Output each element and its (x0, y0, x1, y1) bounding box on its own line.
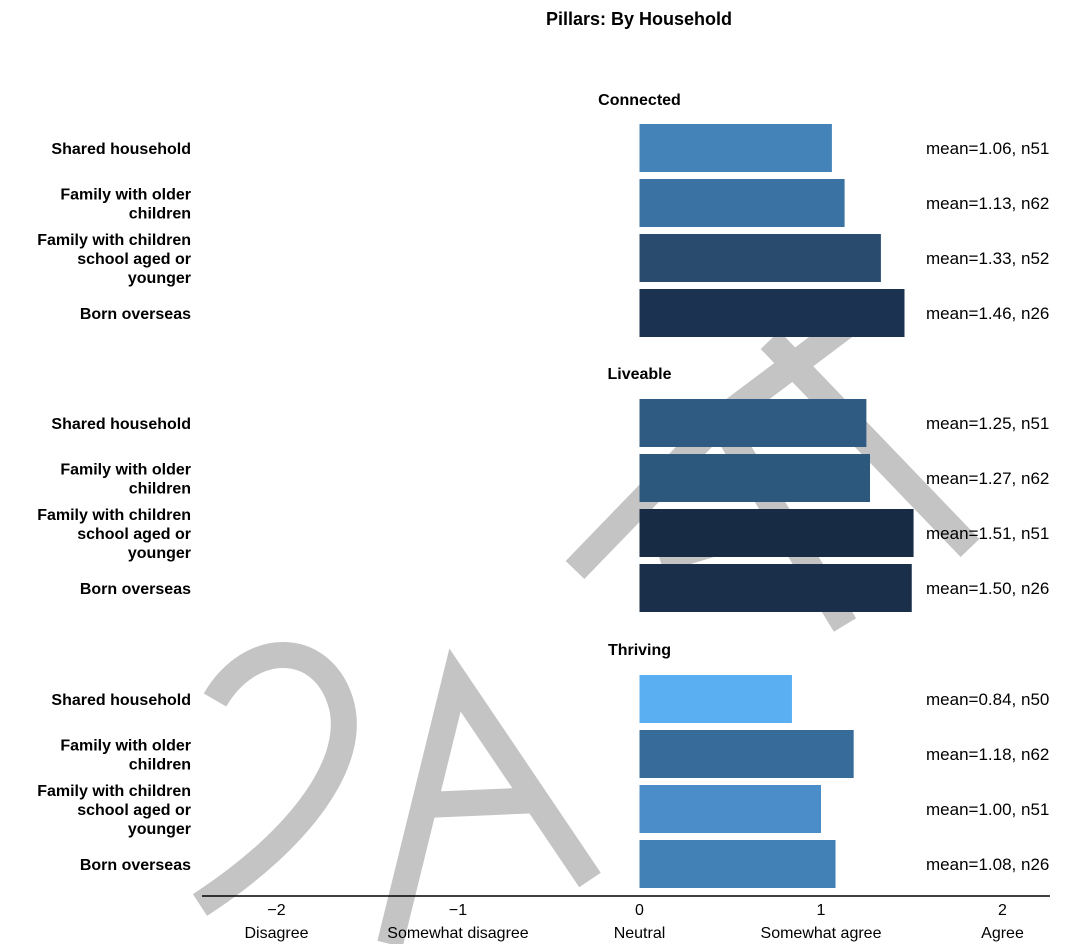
draft-watermark-stroke (192, 642, 357, 916)
data-label: mean=1.00, n51 (926, 800, 1049, 819)
category-label-line: Shared household (51, 416, 191, 433)
category-label-line: Family with older (60, 187, 191, 204)
x-tick-label: Neutral (614, 925, 666, 942)
category-label-line: children (129, 757, 191, 774)
bar (639, 124, 832, 172)
data-label: mean=0.84, n50 (926, 690, 1049, 709)
category-label-line: Born overseas (80, 306, 191, 323)
bar (639, 234, 881, 282)
group-title: Liveable (607, 366, 671, 383)
category-label: Family with children school aged or younge… (37, 507, 191, 562)
data-label: mean=1.46, n26 (926, 304, 1049, 323)
category-label-line: Family with older (60, 462, 191, 479)
x-tick-value: 2 (998, 902, 1007, 919)
data-label: mean=1.06, n51 (926, 139, 1049, 158)
category-label: Family with older children (60, 187, 191, 223)
category-label-line: Born overseas (80, 857, 191, 874)
data-label: mean=1.50, n26 (926, 579, 1049, 598)
x-tick-value: 1 (817, 902, 826, 919)
category-label-line: school aged or (77, 802, 191, 819)
category-label-line: Family with children (37, 232, 191, 249)
x-tick-value: −2 (267, 902, 285, 919)
x-axis: −2 Disagree −1 Somewhat disagree 0 Neutral 1 So… (202, 895, 1050, 942)
draft-watermark-stroke (760, 330, 980, 558)
bar-group-liveable: Liveable Shared household mean=1.25, n51 Fa… (37, 366, 1049, 612)
bar (639, 399, 867, 447)
bar (639, 289, 905, 337)
category-label: Family with older children (60, 738, 191, 774)
draft-watermark-stroke (424, 787, 541, 818)
category-label: Born overseas (80, 581, 191, 598)
category-label-line: children (129, 481, 191, 498)
x-tick-label: Somewhat agree (761, 925, 882, 942)
category-label: Born overseas (80, 857, 191, 874)
category-label-line: Family with older (60, 738, 191, 755)
data-label: mean=1.25, n51 (926, 414, 1049, 433)
bar (639, 509, 914, 557)
category-label-line: Shared household (51, 692, 191, 709)
category-label: Family with children school aged or younge… (37, 232, 191, 287)
category-label-line: Shared household (51, 141, 191, 158)
data-label: mean=1.18, n62 (926, 745, 1049, 764)
x-tick-label: Somewhat disagree (387, 925, 529, 942)
category-label-line: children (129, 206, 191, 223)
category-label: Shared household (51, 692, 191, 709)
data-label: mean=1.51, n51 (926, 524, 1049, 543)
category-label: Family with older children (60, 462, 191, 498)
data-label: mean=1.13, n62 (926, 194, 1049, 213)
group-title: Thriving (608, 642, 671, 659)
chart-title: Pillars: By Household (546, 9, 732, 29)
bar-group-connected: Connected Shared household mean=1.06, n51 F… (37, 92, 1049, 337)
category-label: Family with children school aged or younge… (37, 783, 191, 838)
category-label-line: younger (128, 821, 191, 838)
x-tick-label: Disagree (244, 925, 308, 942)
bar (639, 675, 792, 723)
draft-watermark (192, 289, 980, 948)
x-tick-label: Agree (981, 925, 1024, 942)
category-label: Shared household (51, 141, 191, 158)
data-label: mean=1.27, n62 (926, 469, 1049, 488)
data-label: mean=1.33, n52 (926, 249, 1049, 268)
category-label-line: Family with children (37, 783, 191, 800)
category-label-line: Born overseas (80, 581, 191, 598)
category-label-line: school aged or (77, 526, 191, 543)
bar (639, 564, 912, 612)
bar (639, 785, 821, 833)
x-tick-value: −1 (449, 902, 467, 919)
category-label-line: school aged or (77, 251, 191, 268)
draft-watermark-stroke (377, 648, 601, 948)
group-title: Connected (598, 92, 681, 109)
bar (639, 840, 836, 888)
x-tick-value: 0 (635, 902, 644, 919)
bar (639, 454, 871, 502)
category-label-line: younger (128, 270, 191, 287)
category-label-line: Family with children (37, 507, 191, 524)
category-label: Shared household (51, 416, 191, 433)
category-label: Born overseas (80, 306, 191, 323)
bar (639, 179, 845, 227)
category-label-line: younger (128, 545, 191, 562)
data-label: mean=1.08, n26 (926, 855, 1049, 874)
bar (639, 730, 854, 778)
chart-groups: Connected Shared household mean=1.06, n51 F… (37, 92, 1049, 888)
bar-group-thriving: Thriving Shared household mean=0.84, n50 Fa… (37, 642, 1049, 888)
